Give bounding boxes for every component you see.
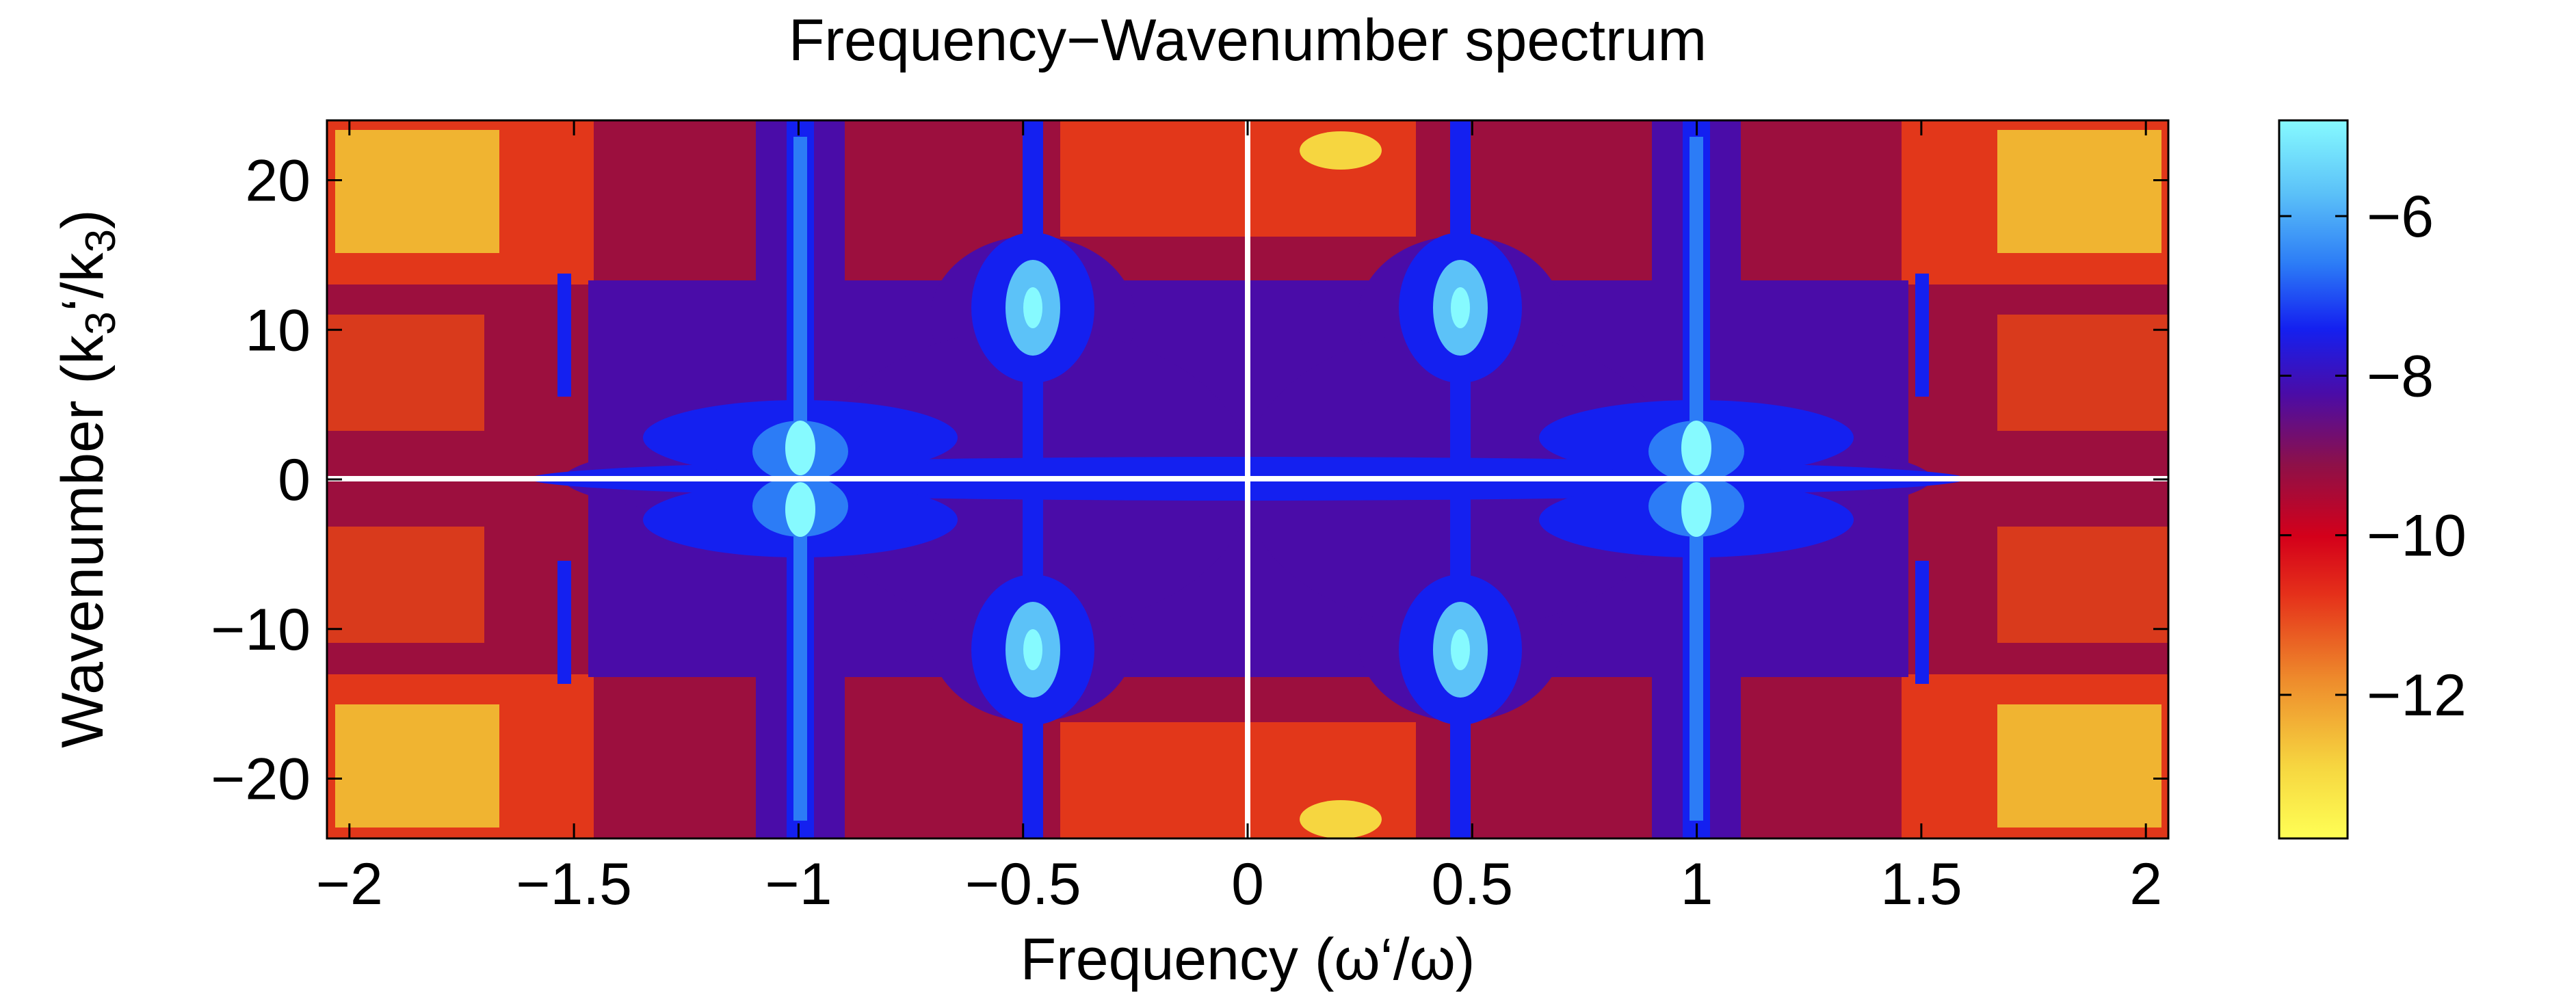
x-tick-label: 0.5 xyxy=(1432,851,1514,917)
x-tick-label: −1 xyxy=(765,851,832,917)
y-axis: 20 10 0 −10 −20 xyxy=(211,148,2168,812)
colorbar-tick-label: −10 xyxy=(2367,503,2467,569)
colorbar-ticks: −6 −8 −10 −12 xyxy=(2279,184,2467,728)
white-center-lines xyxy=(327,120,2168,838)
x-tick-label: 1.5 xyxy=(1880,851,1962,917)
x-tick-label: −2 xyxy=(316,851,383,917)
y-tick-label: 20 xyxy=(245,148,311,214)
colorbar-tick-label: −8 xyxy=(2367,343,2434,409)
low-level-regions xyxy=(327,120,2168,838)
chart-title: Frequency−Wavenumber spectrum xyxy=(789,8,1707,73)
x-tick-label: 2 xyxy=(2129,851,2162,917)
colorbar-gradient xyxy=(2278,119,2349,840)
colorbar-tick-label: −12 xyxy=(2367,663,2467,728)
y-tick-label: 0 xyxy=(278,447,311,513)
y-axis-label: Wavenumber (k3‘/k3) xyxy=(50,209,124,747)
x-axis-label: Frequency (ω‘/ω) xyxy=(1021,927,1475,992)
x-axis: −2 −1.5 −1 −0.5 0 0.5 1 1.5 2 xyxy=(316,120,2162,917)
spectrum-heatmap xyxy=(327,120,2168,838)
x-tick-label: 0 xyxy=(1231,851,1264,917)
x-tick-label: −0.5 xyxy=(965,851,1081,917)
x-tick-label: 1 xyxy=(1681,851,1713,917)
colorbar: −6 −8 −10 −12 xyxy=(2278,119,2467,840)
colorbar-tick-label: −6 xyxy=(2367,184,2434,250)
peak-regions xyxy=(785,287,1711,670)
y-tick-label: 10 xyxy=(245,297,311,363)
y-tick-label: −10 xyxy=(211,597,311,663)
y-tick-label: −20 xyxy=(211,747,311,812)
x-tick-label: −1.5 xyxy=(516,851,632,917)
